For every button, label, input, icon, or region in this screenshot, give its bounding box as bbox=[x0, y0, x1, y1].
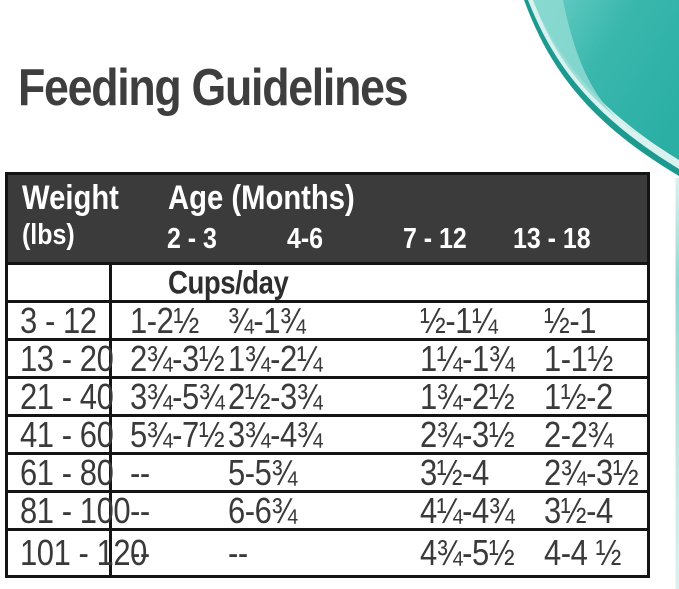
age-column-header-2-3: 2 - 3 bbox=[167, 223, 217, 255]
cups-value: 2¾-3½ bbox=[544, 451, 639, 493]
cups-value: 1-1½ bbox=[544, 337, 613, 379]
table-row-13-20: 13 - 20 2¾-3½ 1¾-2¼ 1¼-1¾ 1-1½ bbox=[8, 338, 647, 379]
units-row: Cups/day bbox=[8, 262, 647, 300]
weight-cell: 81 - 100 bbox=[8, 490, 131, 531]
weight-cell: 3 - 12 bbox=[8, 300, 112, 341]
cups-value: 1¼-1¾ bbox=[420, 337, 515, 379]
cups-value: 3¾-5¾ bbox=[130, 375, 225, 417]
cups-value: 6-6¾ bbox=[228, 489, 297, 531]
weight-range: 21 - 40 bbox=[20, 375, 114, 417]
weight-cell: 41 - 60 bbox=[8, 414, 114, 455]
units-label: Cups/day bbox=[168, 264, 289, 300]
cups-value: 4¼-4¾ bbox=[420, 489, 515, 531]
cups-value: 3½-4 bbox=[544, 489, 613, 531]
cups-value: 2¾-3½ bbox=[420, 413, 515, 455]
weight-range: 61 - 80 bbox=[20, 451, 114, 493]
weight-cell: 21 - 40 bbox=[8, 376, 114, 417]
age-column-header-4-6: 4-6 bbox=[287, 223, 324, 255]
weight-cell: 101 - 120 bbox=[8, 531, 147, 575]
cups-value: ½-1 bbox=[544, 299, 597, 341]
feeding-guidelines-table: Weight (lbs) Age (Months) 2 - 3 4-6 7 - … bbox=[5, 172, 650, 578]
cups-value: 2-2¾ bbox=[544, 413, 613, 455]
cups-value: ½-1¼ bbox=[420, 299, 498, 341]
cups-value: 4¾-5½ bbox=[420, 532, 515, 573]
cups-value: 4-4 ½ bbox=[544, 532, 622, 573]
cups-value: 1¾-2½ bbox=[420, 375, 515, 417]
weight-range: 101 - 120 bbox=[20, 532, 147, 573]
age-column-header-13-18: 13 - 18 bbox=[513, 223, 591, 255]
units-row-weight-cell bbox=[8, 265, 112, 300]
cups-value: -- bbox=[228, 532, 248, 573]
table-row-101-120: 101 - 120 -- -- 4¾-5½ 4-4 ½ bbox=[8, 528, 647, 575]
table-row-3-12: 3 - 12 1-2½ ¾-1¾ ½-1¼ ½-1 bbox=[8, 300, 647, 341]
weight-cell: 61 - 80 bbox=[8, 452, 114, 493]
table-row-21-40: 21 - 40 3¾-5¾ 2½-3¾ 1¾-2½ 1½-2 bbox=[8, 376, 647, 417]
cups-value: 2¾-3½ bbox=[130, 337, 225, 379]
cups-value: -- bbox=[130, 532, 150, 573]
table-row-61-80: 61 - 80 -- 5-5¾ 3½-4 2¾-3½ bbox=[8, 452, 647, 493]
cups-value: 2½-3¾ bbox=[228, 375, 323, 417]
weight-column-header: Weight bbox=[22, 179, 119, 217]
table-row-41-60: 41 - 60 5¾-7½ 3¾-4¾ 2¾-3½ 2-2¾ bbox=[8, 414, 647, 455]
page-title: Feeding Guidelines bbox=[18, 59, 409, 117]
cups-value: 3¾-4¾ bbox=[228, 413, 323, 455]
age-months-header: Age (Months) bbox=[168, 179, 355, 217]
age-column-header-7-12: 7 - 12 bbox=[403, 223, 467, 255]
weight-range: 41 - 60 bbox=[20, 413, 114, 455]
weight-range: 13 - 20 bbox=[20, 337, 114, 379]
cups-value: -- bbox=[130, 451, 150, 493]
cups-value: 1-2½ bbox=[130, 299, 199, 341]
table-header: Weight (lbs) Age (Months) 2 - 3 4-6 7 - … bbox=[8, 175, 647, 262]
cups-value: 1¾-2¼ bbox=[228, 337, 323, 379]
cups-value: 5-5¾ bbox=[228, 451, 297, 493]
weight-unit-label: (lbs) bbox=[22, 219, 75, 251]
weight-range: 3 - 12 bbox=[20, 299, 97, 341]
cups-value: ¾-1¾ bbox=[228, 299, 306, 341]
weight-cell: 13 - 20 bbox=[8, 338, 114, 379]
weight-range: 81 - 100 bbox=[20, 489, 131, 531]
cups-value: 5¾-7½ bbox=[130, 413, 225, 455]
cups-value: 3½-4 bbox=[420, 451, 489, 493]
table-row-81-100: 81 - 100 -- 6-6¾ 4¼-4¾ 3½-4 bbox=[8, 490, 647, 531]
cups-value: -- bbox=[130, 489, 150, 531]
cups-value: 1½-2 bbox=[544, 375, 613, 417]
